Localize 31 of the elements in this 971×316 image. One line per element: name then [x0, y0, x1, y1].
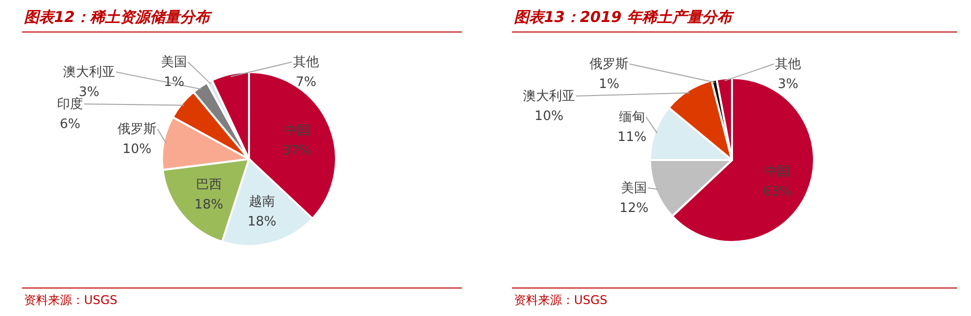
slice-label: 澳大利亚 [523, 89, 575, 104]
data-label: 1% [164, 75, 184, 90]
slice-label: 缅甸 [619, 110, 645, 125]
data-label: 37% [282, 143, 312, 158]
data-label: 63% [762, 184, 792, 200]
data-label: 10% [122, 142, 152, 157]
slice-label: 中国 [764, 164, 790, 180]
chart-title: 图表13：2019 年稀土产量分布 [514, 8, 735, 26]
data-label: 3% [778, 77, 798, 92]
data-label: 18% [194, 197, 224, 212]
slice-label: 美国 [621, 180, 647, 196]
slice-label: 美国 [161, 54, 187, 70]
chart-title: 图表12：稀土资源储量分布 [24, 8, 213, 26]
data-label: 11% [618, 130, 646, 145]
slice-label: 中国 [284, 123, 310, 138]
text: 资料来源：USGS [24, 293, 118, 307]
slice-label: 其他 [775, 57, 801, 72]
slice-label: 俄罗斯 [590, 57, 628, 72]
slice-label: 澳大利亚 [63, 65, 115, 80]
data-label: 6% [60, 117, 80, 132]
data-label: 1% [598, 77, 620, 92]
slice-label: 巴西 [196, 177, 222, 192]
data-label: 18% [248, 214, 276, 230]
slice-label: 俄罗斯 [118, 122, 156, 137]
data-label: 12% [620, 201, 648, 216]
slice-label: 其他 [293, 55, 319, 70]
text: 资料来源：USGS [514, 293, 608, 307]
data-label: 10% [534, 109, 564, 124]
slice-label: 越南 [248, 194, 275, 210]
data-label: 7% [296, 75, 316, 90]
slice-label: 印度 [57, 96, 83, 112]
